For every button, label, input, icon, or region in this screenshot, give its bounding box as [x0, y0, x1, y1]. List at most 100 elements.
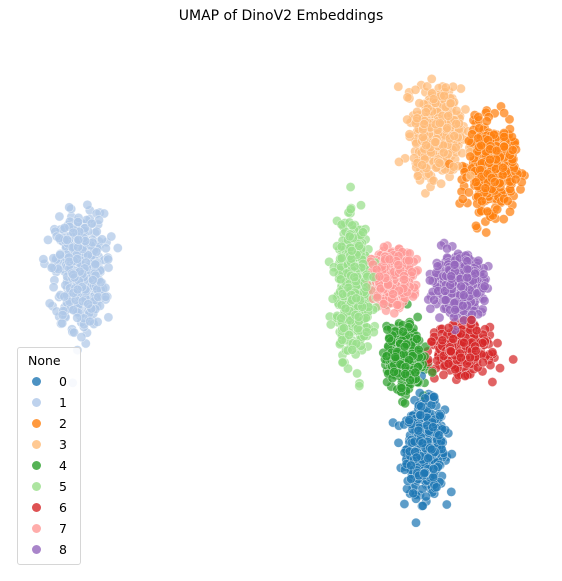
scatter-point-5: [337, 357, 348, 368]
scatter-point-2: [499, 108, 509, 118]
scatter-point-1: [59, 222, 70, 233]
scatter-point-2: [505, 206, 515, 217]
scatter-point-1: [72, 284, 83, 295]
scatter-point-1: [68, 269, 79, 280]
scatter-points: [38, 74, 530, 528]
scatter-point-5: [358, 227, 368, 238]
scatter-point-4: [411, 333, 422, 344]
scatter-point-3: [421, 140, 431, 151]
scatter-point-4: [398, 326, 408, 337]
scatter-point-6: [443, 322, 454, 333]
scatter-point-8: [479, 295, 490, 306]
scatter-point-2: [485, 154, 495, 165]
scatter-point-0: [426, 444, 437, 455]
scatter-point-8: [462, 272, 473, 283]
scatter-point-6: [487, 347, 498, 358]
scatter-point-1: [86, 218, 97, 229]
scatter-point-6: [466, 314, 477, 325]
legend-swatch: [32, 377, 41, 386]
legend-item-3: 3: [26, 434, 74, 455]
scatter-point-0: [411, 517, 421, 528]
legend: None 0 1 2 3 4 5 6 7 8: [17, 347, 81, 565]
scatter-point-1: [72, 253, 83, 264]
scatter-point-1: [59, 291, 70, 302]
scatter-point-2: [502, 196, 513, 206]
scatter-point-2: [474, 123, 485, 134]
scatter-point-2: [510, 174, 521, 185]
scatter-point-2: [504, 114, 515, 125]
scatter-point-8: [473, 255, 484, 266]
scatter-point-8: [446, 271, 456, 282]
scatter-point-3: [417, 160, 428, 170]
scatter-point-1: [73, 234, 84, 245]
scatter-point-3: [414, 98, 425, 109]
scatter-point-3: [410, 84, 421, 95]
scatter-point-6: [508, 354, 519, 365]
scatter-point-3: [440, 82, 451, 93]
scatter-point-5: [352, 368, 362, 379]
scatter-point-2: [481, 227, 492, 238]
scatter-point-8: [456, 281, 467, 292]
scatter-point-5: [347, 344, 358, 355]
scatter-point-4: [396, 383, 407, 393]
scatter-point-5: [344, 231, 355, 242]
scatter-point-8: [479, 281, 490, 292]
legend-item-7: 7: [26, 518, 74, 539]
scatter-point-6: [445, 346, 456, 356]
scatter-point-3: [442, 123, 453, 133]
scatter-point-3: [434, 158, 445, 168]
scatter-point-8: [442, 243, 452, 254]
scatter-point-5: [337, 334, 348, 345]
scatter-point-1: [73, 216, 83, 227]
scatter-point-3: [460, 104, 471, 115]
chart-title: UMAP of DinoV2 Embeddings: [178, 8, 384, 24]
scatter-point-4: [400, 369, 411, 379]
legend-swatch: [32, 524, 41, 533]
scatter-point-1: [112, 243, 123, 253]
legend-label: 2: [59, 416, 67, 431]
legend-swatch: [32, 440, 41, 449]
scatter-point-8: [449, 259, 460, 270]
scatter-point-8: [478, 269, 489, 280]
legend-swatch: [32, 419, 41, 428]
legend-label: 0: [59, 374, 67, 389]
scatter-point-2: [498, 162, 508, 173]
scatter-point-1: [57, 318, 68, 329]
scatter-point-4: [382, 324, 393, 335]
scatter-point-7: [389, 308, 400, 319]
scatter-point-0: [420, 393, 430, 404]
scatter-point-1: [103, 312, 114, 323]
scatter-point-7: [379, 242, 389, 252]
scatter-point-3: [393, 81, 404, 92]
legend-items: 0 1 2 3 4 5 6 7 8: [26, 371, 74, 560]
scatter-point-3: [445, 98, 456, 109]
scatter-point-1: [82, 199, 93, 210]
scatter-point-8: [434, 312, 445, 323]
scatter-point-4: [410, 367, 421, 378]
scatter-point-7: [388, 289, 398, 299]
scatter-point-3: [448, 161, 459, 172]
scatter-point-3: [402, 114, 413, 125]
scatter-point-3: [404, 129, 415, 140]
scatter-point-3: [426, 74, 437, 84]
scatter-point-1: [48, 282, 59, 293]
scatter-point-8: [458, 290, 469, 301]
scatter-point-2: [471, 220, 481, 231]
legend-swatch: [32, 545, 41, 554]
scatter-point-1: [91, 246, 102, 257]
scatter-point-1: [64, 202, 75, 213]
scatter-point-8: [462, 264, 473, 275]
scatter-point-1: [38, 254, 49, 265]
legend-item-6: 6: [26, 497, 74, 518]
scatter-point-0: [415, 410, 426, 420]
scatter-point-3: [434, 118, 445, 128]
scatter-point-1: [57, 309, 68, 320]
scatter-point-1: [68, 227, 79, 238]
scatter-point-3: [430, 137, 441, 147]
scatter-point-1: [54, 211, 65, 222]
scatter-point-1: [103, 262, 114, 273]
scatter-point-3: [420, 107, 431, 117]
scatter-point-1: [83, 299, 94, 309]
scatter-point-0: [399, 499, 410, 509]
